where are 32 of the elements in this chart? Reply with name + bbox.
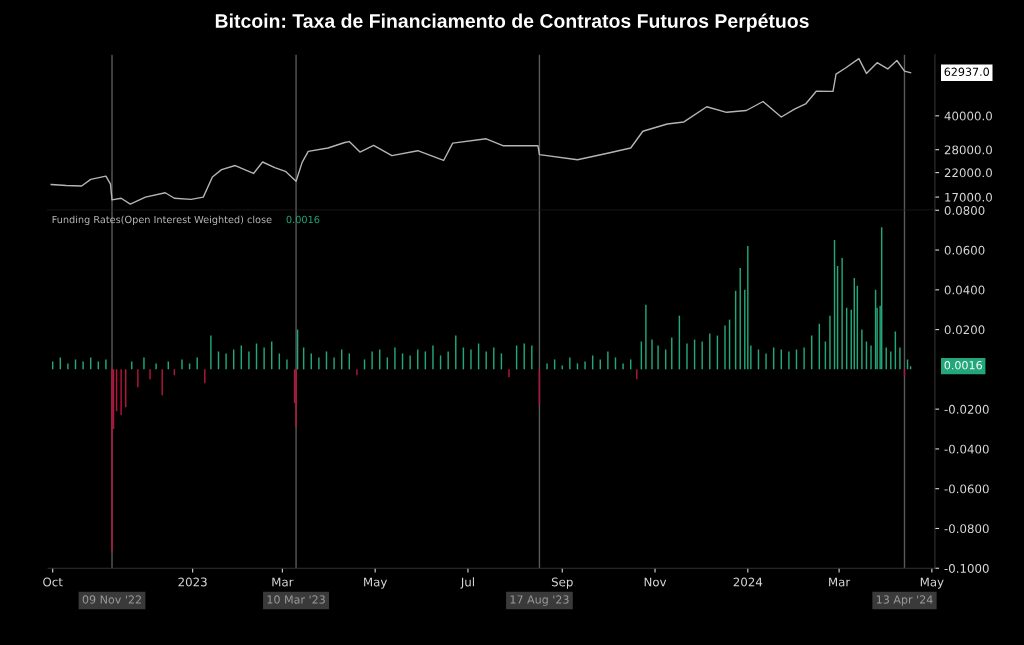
chart-title: Bitcoin: Taxa de Financiamento de Contratos Futuros Perpétuos xyxy=(215,13,809,32)
x-tick-label: Oct xyxy=(43,577,63,587)
y-tick-label: 22000.0 xyxy=(944,168,992,178)
text: 62937.0 xyxy=(944,67,989,76)
annotation: 0.0016 xyxy=(286,215,320,224)
y-tick-label: -0.0400 xyxy=(944,444,989,454)
x-tick-label: Nov xyxy=(644,577,667,587)
text: Funding Rates(Open Interest Weighted) close xyxy=(52,215,272,226)
y-tick-label: 17000.0 xyxy=(945,192,992,202)
y-tick-label: 40000.0 xyxy=(944,111,992,121)
x-tick-label: Mar xyxy=(272,577,294,587)
y-tick-label: -0.0600 xyxy=(944,484,989,494)
ref-line-label: 13 Apr '24 xyxy=(876,595,933,606)
x-tick-label: 2023 xyxy=(178,577,207,587)
y-tick-label: 0.0800 xyxy=(944,205,985,215)
y-tick-label: 28000.0 xyxy=(944,145,992,155)
text: 0.0016 xyxy=(944,361,982,370)
ref-line-label: 10 Mar '23 xyxy=(267,595,325,604)
y-tick-label: 0.0600 xyxy=(944,245,985,255)
x-tick-label: May xyxy=(364,577,388,589)
y-tick-label: -0.0800 xyxy=(944,524,989,534)
y-tick-label: 0.0200 xyxy=(944,325,985,335)
ref-line-label: 09 Nov '22 xyxy=(82,595,141,604)
x-tick-label: May xyxy=(920,577,944,589)
x-tick-label: Sep xyxy=(551,577,573,589)
x-tick-label: Jul xyxy=(460,577,474,589)
y-tick-label: -0.1000 xyxy=(944,563,989,573)
x-tick-label: Mar xyxy=(829,577,851,587)
y-tick-label: 0.0400 xyxy=(944,285,985,295)
y-tick-label: -0.0200 xyxy=(944,404,989,414)
x-tick-label: 2024 xyxy=(733,577,763,587)
ref-line-label: 17 Aug '23 xyxy=(510,595,569,606)
